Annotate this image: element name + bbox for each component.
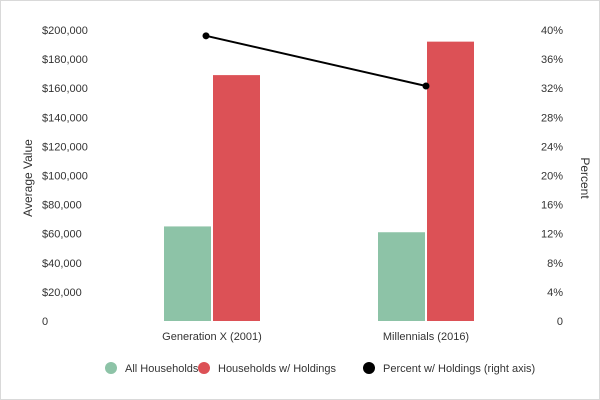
legend-label: All Households (125, 363, 199, 375)
bar-households-with-holdings (427, 41, 474, 321)
right-tick-label: 0 (557, 316, 563, 328)
right-tick-label: 8% (547, 258, 563, 270)
line-point (422, 82, 430, 90)
y-axis-title: Average Value (21, 139, 35, 217)
y2-axis-title: Percent (578, 157, 592, 199)
x-tick-label: Generation X (2001) (162, 331, 262, 343)
left-tick-label: $60,000 (42, 229, 82, 241)
left-tick-label: 0 (42, 316, 48, 328)
right-tick-label: 28% (541, 112, 563, 124)
left-tick-label: $40,000 (42, 258, 82, 270)
bar-series (164, 41, 474, 321)
line-series (202, 32, 430, 90)
left-tick-label: $20,000 (42, 287, 82, 299)
right-tick-label: 32% (541, 83, 563, 95)
legend-marker (105, 362, 117, 374)
legend-marker (198, 362, 210, 374)
right-tick-label: 36% (541, 54, 563, 66)
left-tick-label: $140,000 (42, 112, 88, 124)
left-tick-label: $100,000 (42, 171, 88, 183)
bar-all-households (164, 226, 211, 321)
bar-households-with-holdings (213, 75, 260, 321)
right-tick-label: 12% (541, 229, 563, 241)
line-percent-with-holdings (205, 34, 427, 87)
right-tick-label: 20% (541, 171, 563, 183)
left-tick-label: $200,000 (42, 25, 88, 37)
left-tick-label: $160,000 (42, 83, 88, 95)
left-tick-label: $180,000 (42, 54, 88, 66)
legend-label: Percent w/ Holdings (right axis) (383, 363, 535, 375)
legend-label: Households w/ Holdings (218, 363, 337, 375)
right-tick-label: 4% (547, 287, 563, 299)
left-axis-ticks: 0 $20,000 $40,000 $60,000 $80,000 $100,000 $12… (42, 25, 88, 328)
x-tick-label: Millennials (2016) (383, 331, 469, 343)
right-tick-label: 24% (541, 141, 563, 153)
legend-marker (363, 362, 375, 374)
line-point (202, 32, 210, 40)
right-axis-ticks: 0 4% 8% 12% 16% 20% 24% 28% 32% 36% 40% (541, 25, 563, 328)
bar-all-households (378, 232, 425, 321)
right-tick-label: 40% (541, 25, 563, 37)
left-tick-label: $120,000 (42, 141, 88, 153)
x-axis-labels: Generation X (2001) Millennials (2016) (162, 331, 469, 343)
legend: All Households Households w/ Holdings Perc… (105, 362, 535, 375)
left-tick-label: $80,000 (42, 200, 82, 212)
right-tick-label: 16% (541, 200, 563, 212)
